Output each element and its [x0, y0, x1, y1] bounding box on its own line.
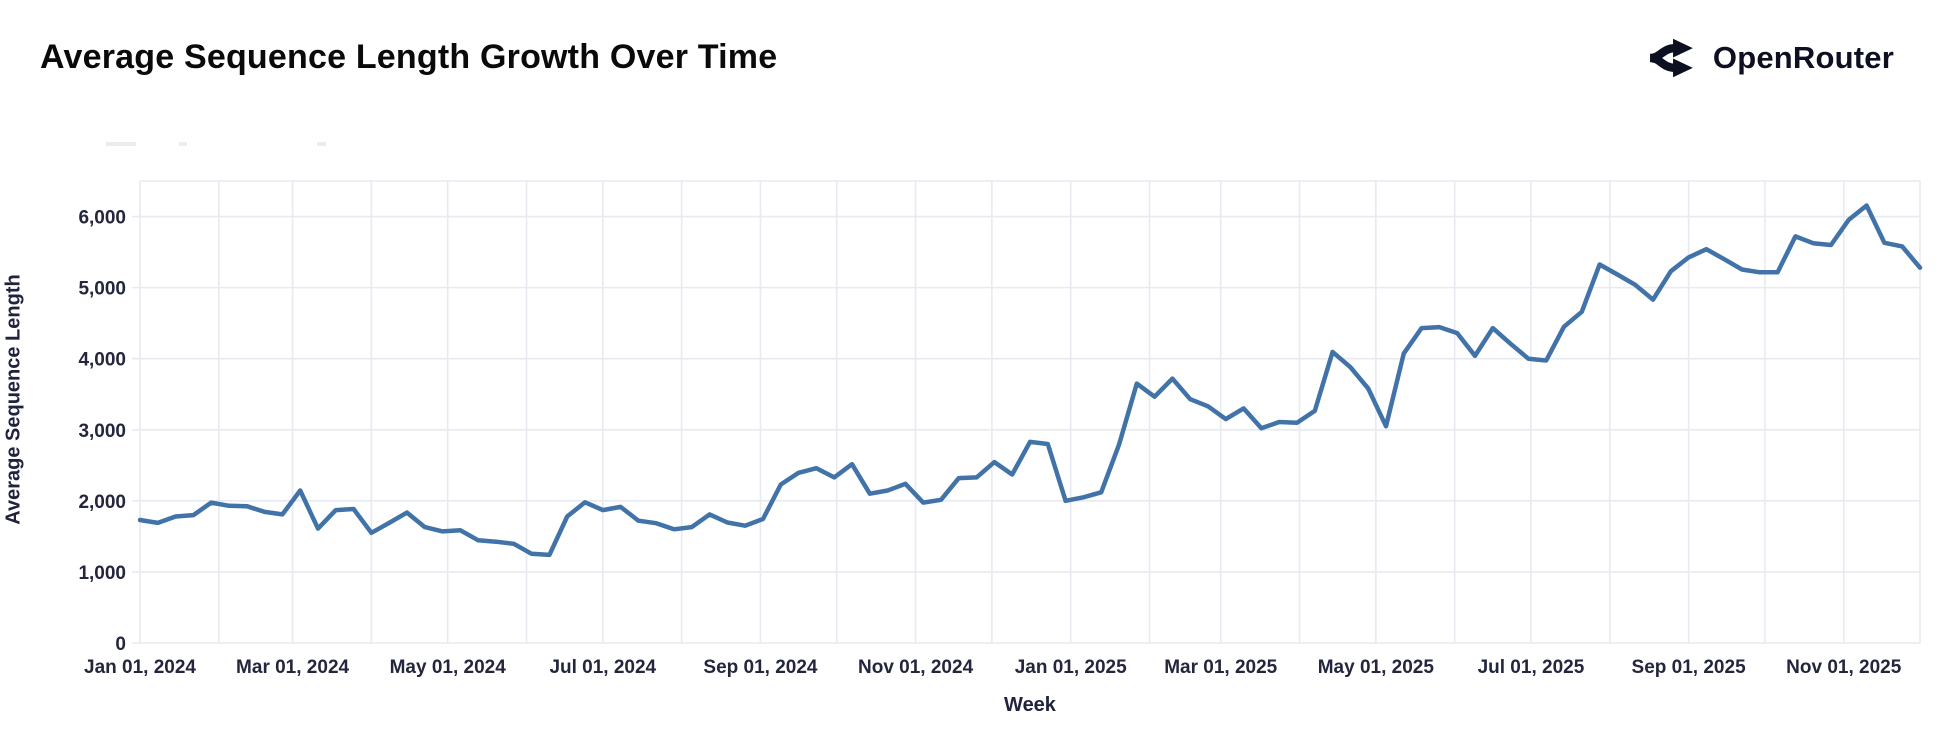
y-tick-label: 6,000 [78, 208, 126, 229]
x-tick-labels: Jan 01, 2024 Mar 01, 2024 May 01, 2024 Jul … [84, 657, 1902, 678]
x-tick-label: Jan 01, 2025 [1015, 657, 1127, 678]
y-tick-label: 1,000 [78, 563, 126, 584]
x-tick-label: Jul 01, 2024 [549, 657, 656, 678]
y-tick-label: 3,000 [78, 421, 126, 442]
y-tick-label: 5,000 [78, 279, 126, 300]
x-tick-label: Jan 01, 2024 [84, 657, 196, 678]
brand-name: OpenRouter [1712, 40, 1894, 75]
x-tick-label: Nov 01, 2024 [858, 657, 974, 678]
x-tick-label: May 01, 2024 [390, 657, 507, 678]
gridlines [132, 180, 1921, 644]
y-tick-label: 4,000 [78, 350, 126, 371]
y-tick-label: 2,000 [78, 492, 126, 513]
x-tick-label: Jul 01, 2025 [1478, 657, 1585, 678]
x-axis-title: Week [1004, 694, 1056, 716]
brand-lockup: OpenRouter [1647, 30, 1894, 86]
x-tick-label: Sep 01, 2024 [703, 657, 818, 678]
y-tick-label: 0 [115, 634, 126, 655]
y-tick-labels: 0 1,000 2,000 3,000 4,000 5,000 6,000 [78, 208, 126, 655]
x-tick-label: Sep 01, 2025 [1632, 657, 1747, 678]
x-tick-label: Mar 01, 2025 [1164, 657, 1277, 678]
x-tick-label: Mar 01, 2024 [236, 657, 349, 678]
series-line-avg-sequence-length [137, 203, 1923, 558]
openrouter-logo-icon [1649, 38, 1693, 78]
page-title: Average Sequence Length Growth Over Time [40, 38, 778, 76]
x-tick-label: May 01, 2025 [1318, 657, 1435, 678]
x-tick-label: Nov 01, 2025 [1786, 657, 1902, 678]
